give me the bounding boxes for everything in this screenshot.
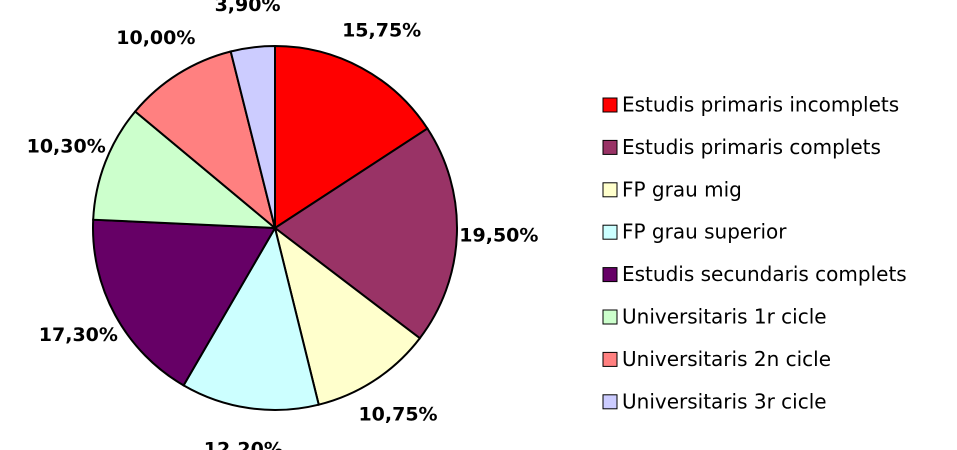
pie-slice [92,110,278,230]
pie-slice [273,225,422,406]
legend-label: Universitaris 1r cicle [622,305,827,329]
legend-swatch [602,224,618,240]
data-label: 12,20% [204,438,283,450]
legend-swatch [602,309,618,325]
pie-slice [229,44,276,229]
legend-label: FP grau superior [622,220,787,244]
legend-label: Universitaris 3r cicle [622,389,827,413]
data-label: 17,30% [39,324,118,346]
legend-label: FP grau mig [622,177,742,201]
legend-swatch [602,351,618,367]
data-label: 10,75% [358,404,437,426]
pie-slice [92,218,277,387]
legend-label: Estudis primaris complets [622,135,881,159]
legend-swatch [602,267,618,283]
pie-slice [133,50,277,231]
data-label: 10,00% [116,27,195,49]
legend-swatch [602,182,618,198]
data-label: 19,50% [459,225,538,247]
pie-slice [274,44,429,230]
legend-label: Estudis primaris incomplets [622,93,899,117]
data-label: 3,90% [215,0,281,16]
data-label: 10,30% [27,135,106,157]
legend-swatch [602,97,618,113]
legend-label: Estudis secundaris complets [622,262,907,286]
legend-label: Universitaris 2n cicle [622,347,831,371]
legend-swatch [602,394,618,410]
pie-slice [182,225,320,411]
legend-swatch [602,139,618,155]
data-label: 15,75% [342,20,421,42]
pie-slice [273,127,458,340]
